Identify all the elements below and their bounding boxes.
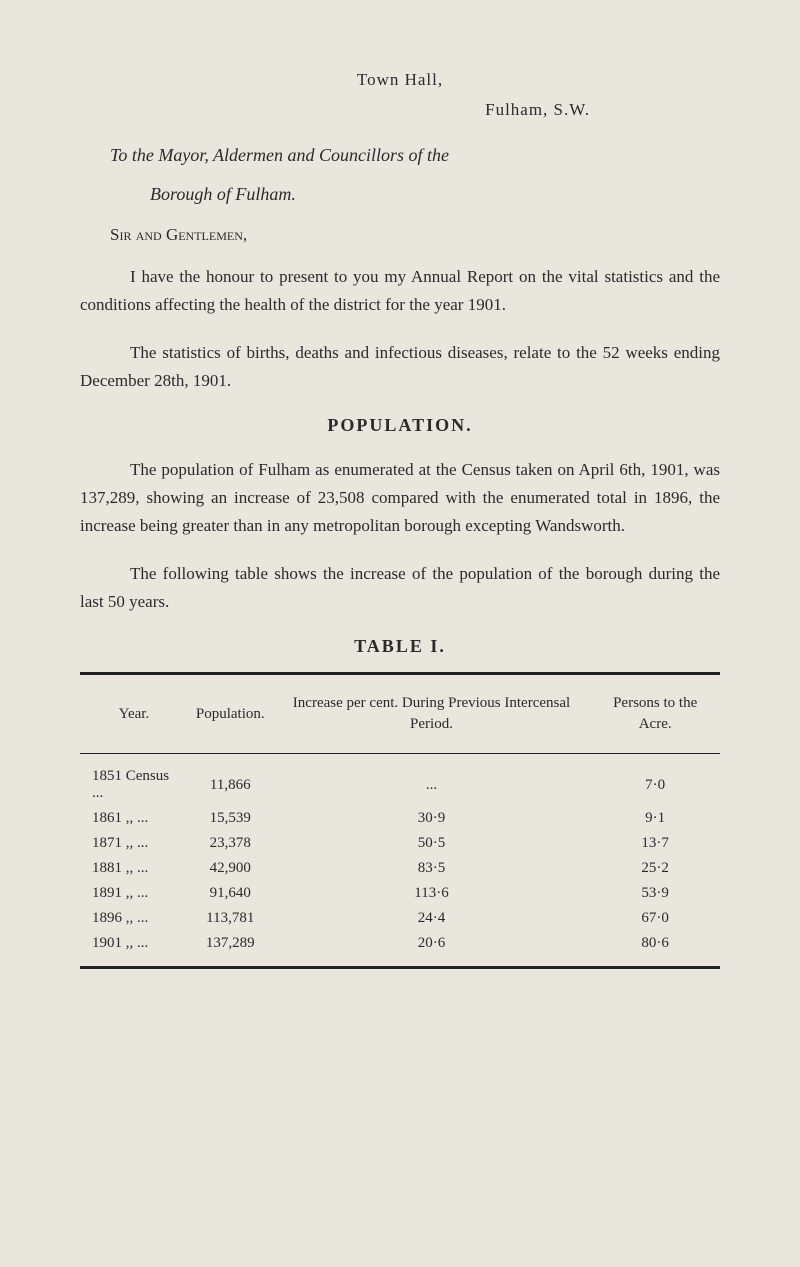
- cell-population: 91,640: [188, 881, 273, 906]
- cell-year: 1861 ,, ...: [80, 806, 188, 831]
- cell-population: 42,900: [188, 856, 273, 881]
- table-row: 1861 ,, ... 15,539 30·9 9·1: [80, 806, 720, 831]
- paragraph-1: I have the honour to present to you my A…: [80, 263, 720, 319]
- table-row: 1896 ,, ... 113,781 24·4 67·0: [80, 906, 720, 931]
- cell-persons: 13·7: [590, 831, 720, 856]
- cell-population: 15,539: [188, 806, 273, 831]
- table-header-row: Year. Population. Increase per cent. Dur…: [80, 674, 720, 754]
- cell-persons: 67·0: [590, 906, 720, 931]
- col-header-year: Year.: [80, 674, 188, 754]
- cell-increase: 83·5: [273, 856, 591, 881]
- table-title: TABLE I.: [80, 636, 720, 657]
- col-header-persons: Persons to the Acre.: [590, 674, 720, 754]
- col-header-increase: Increase per cent. During Previous Inter…: [273, 674, 591, 754]
- cell-year: 1891 ,, ...: [80, 881, 188, 906]
- cell-persons: 7·0: [590, 754, 720, 807]
- paragraph-4: The following table shows the increase o…: [80, 560, 720, 616]
- cell-increase: 30·9: [273, 806, 591, 831]
- cell-increase: ...: [273, 754, 591, 807]
- cell-year: 1881 ,, ...: [80, 856, 188, 881]
- table-row: 1891 ,, ... 91,640 113·6 53·9: [80, 881, 720, 906]
- table-row: 1851 Census ... 11,866 ... 7·0: [80, 754, 720, 807]
- cell-increase: 24·4: [273, 906, 591, 931]
- cell-persons: 80·6: [590, 931, 720, 968]
- table-row: 1901 ,, ... 137,289 20·6 80·6: [80, 931, 720, 968]
- cell-year: 1896 ,, ...: [80, 906, 188, 931]
- cell-increase: 50·5: [273, 831, 591, 856]
- table-row: 1871 ,, ... 23,378 50·5 13·7: [80, 831, 720, 856]
- population-section-title: POPULATION.: [80, 415, 720, 436]
- cell-increase: 20·6: [273, 931, 591, 968]
- cell-population: 23,378: [188, 831, 273, 856]
- addressee-line: To the Mayor, Aldermen and Councillors o…: [80, 145, 720, 166]
- cell-year: 1871 ,, ...: [80, 831, 188, 856]
- cell-year: 1851 Census ...: [80, 754, 188, 807]
- col-header-population: Population.: [188, 674, 273, 754]
- hall-label: Town Hall,: [80, 70, 720, 90]
- district-label: Fulham, S.W.: [80, 100, 720, 120]
- borough-line: Borough of Fulham.: [80, 184, 720, 205]
- table-row: 1881 ,, ... 42,900 83·5 25·2: [80, 856, 720, 881]
- salutation: Sir and Gentlemen,: [80, 225, 720, 245]
- cell-population: 137,289: [188, 931, 273, 968]
- cell-increase: 113·6: [273, 881, 591, 906]
- population-table: Year. Population. Increase per cent. Dur…: [80, 672, 720, 969]
- cell-year: 1901 ,, ...: [80, 931, 188, 968]
- cell-population: 113,781: [188, 906, 273, 931]
- document-header: Town Hall, Fulham, S.W.: [80, 70, 720, 120]
- paragraph-3: The population of Fulham as enumerated a…: [80, 456, 720, 540]
- cell-persons: 9·1: [590, 806, 720, 831]
- cell-persons: 53·9: [590, 881, 720, 906]
- cell-population: 11,866: [188, 754, 273, 807]
- paragraph-2: The statistics of births, deaths and inf…: [80, 339, 720, 395]
- cell-persons: 25·2: [590, 856, 720, 881]
